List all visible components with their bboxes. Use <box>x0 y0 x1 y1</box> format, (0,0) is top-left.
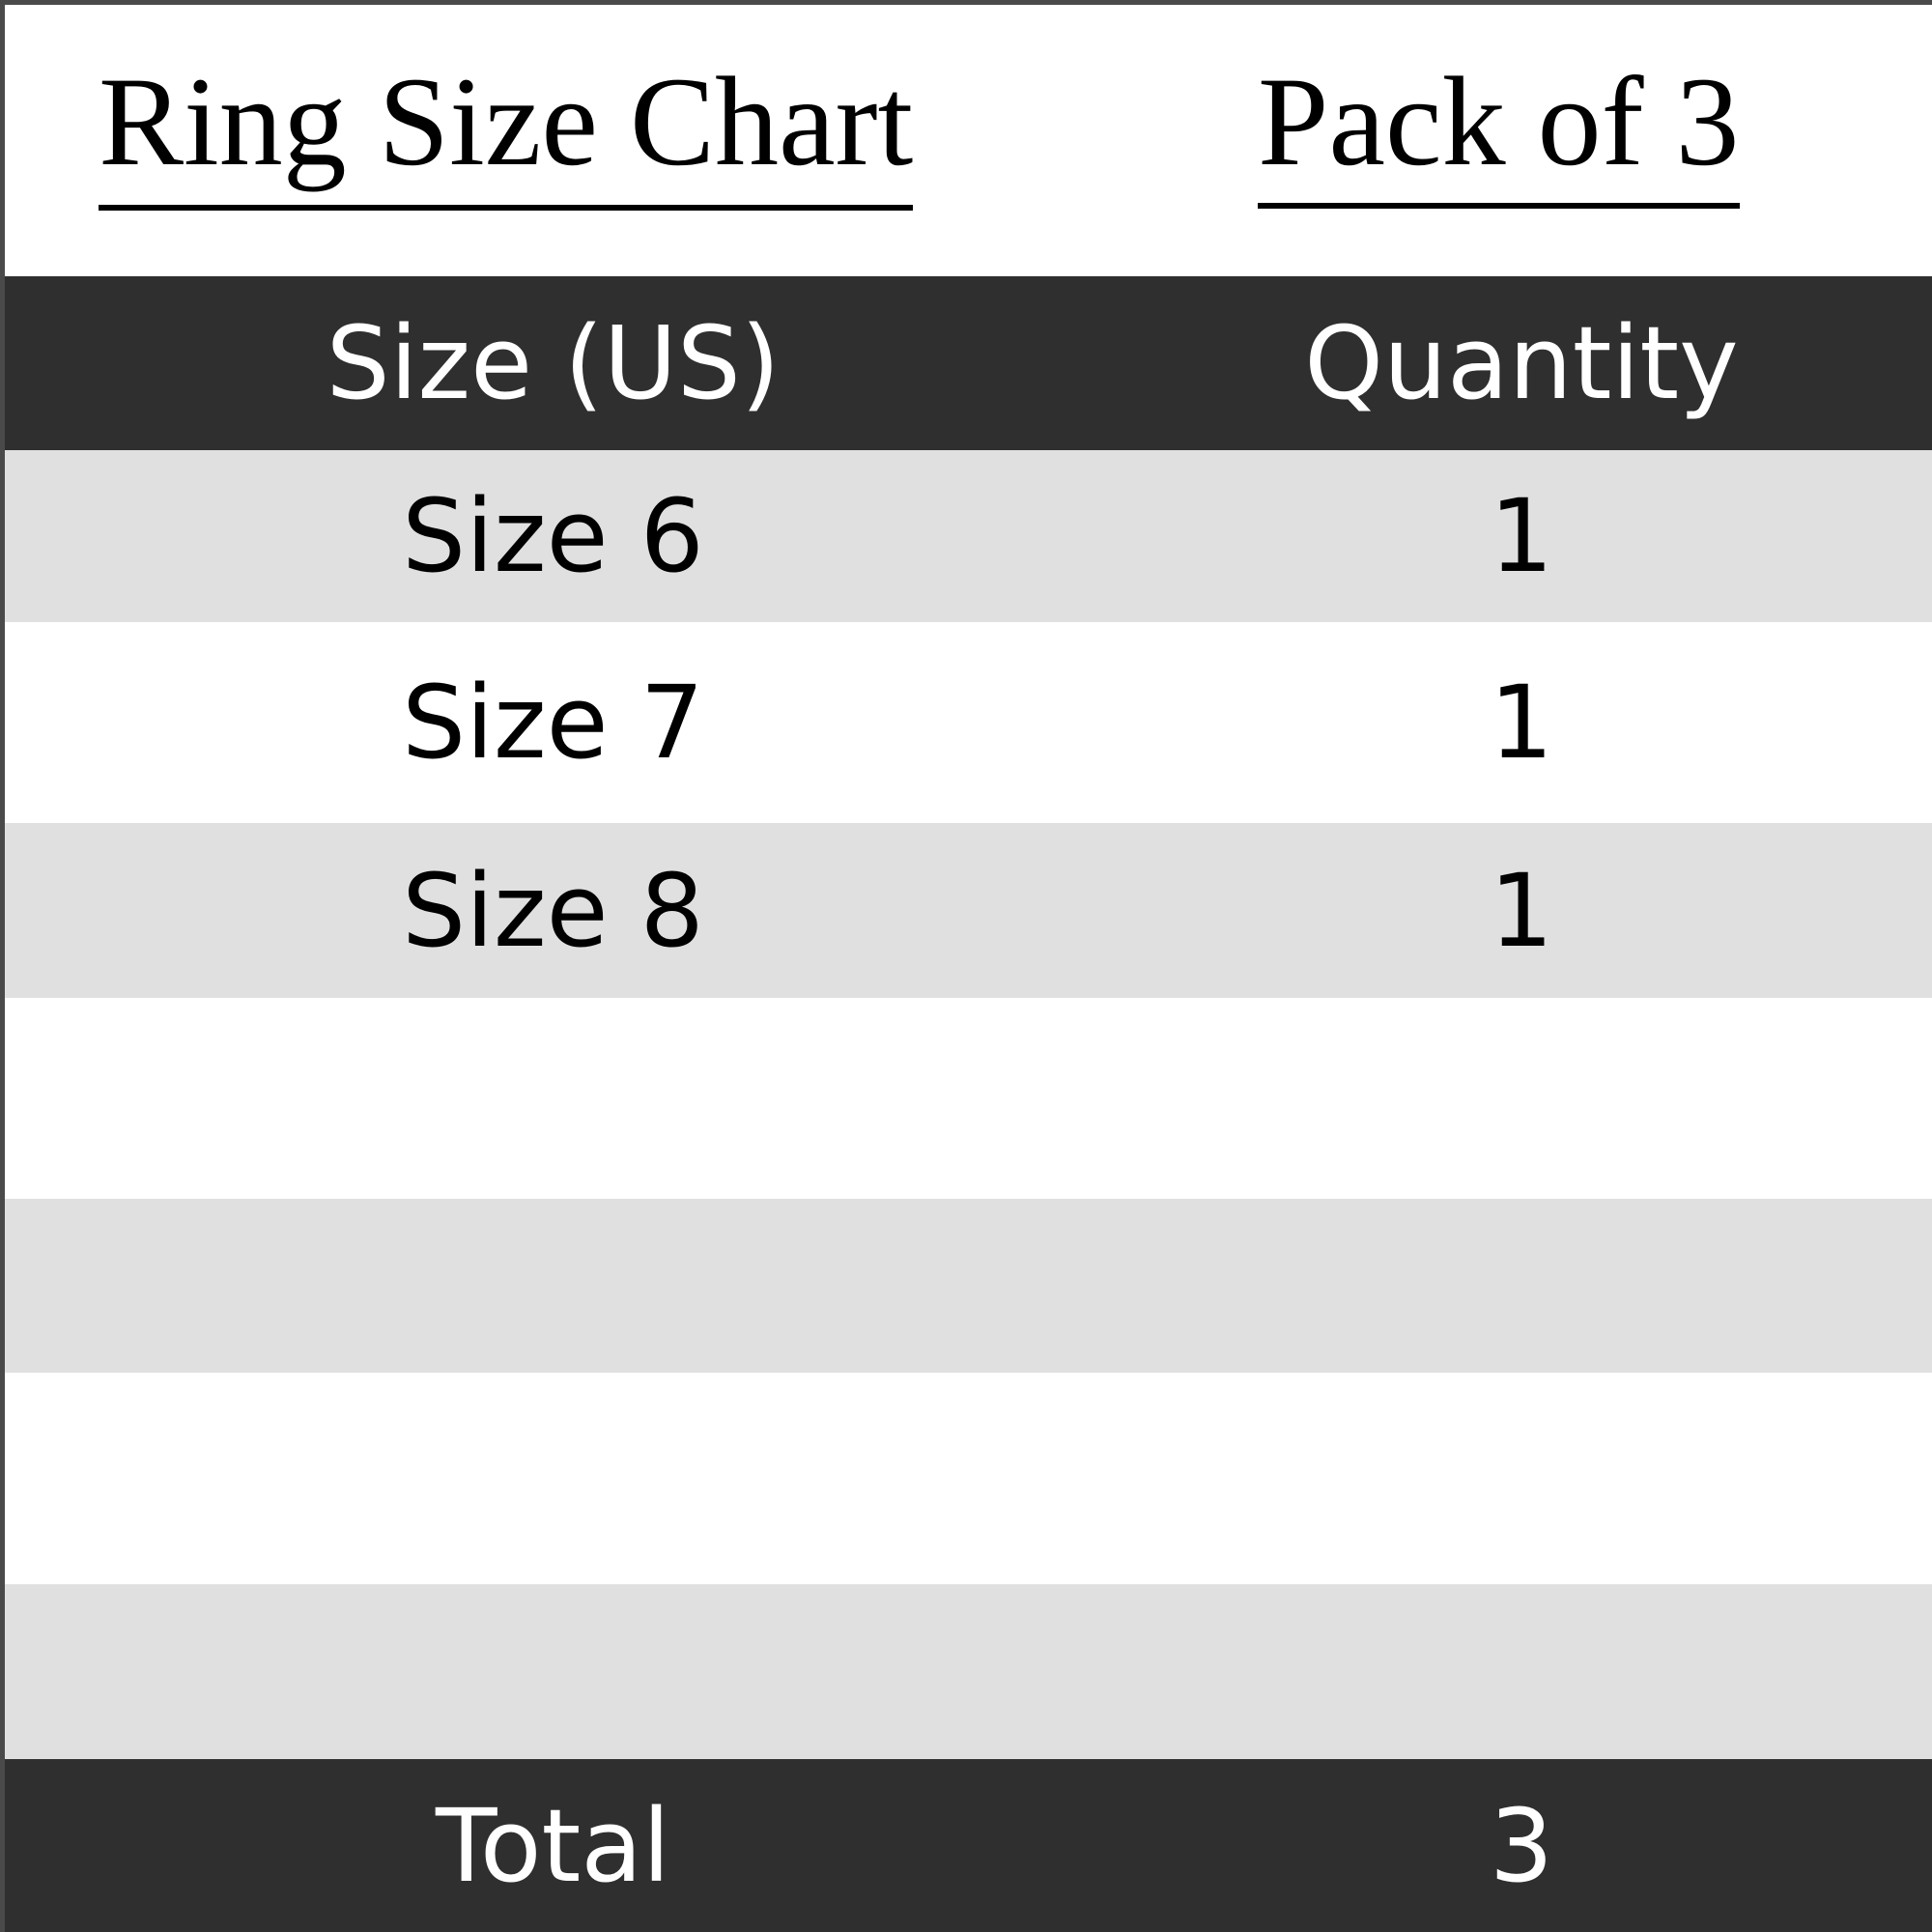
row-size <box>5 998 1101 1199</box>
row-quantity: 1 <box>1489 477 1554 595</box>
pack-label-text: Pack of 3 <box>1258 50 1740 192</box>
row-size <box>5 1199 1101 1373</box>
pack-label: Pack of 3 <box>1258 58 1740 209</box>
table-row <box>5 1199 1932 1373</box>
row-quantity <box>1106 1373 1932 1584</box>
table-header: Size (US) Quantity <box>5 276 1932 450</box>
table-row <box>5 1584 1932 1759</box>
table-row: Size 7 1 <box>5 622 1932 823</box>
row-quantity: 1 <box>1489 664 1554 781</box>
footer-total-quantity: 3 <box>1489 1786 1554 1905</box>
header-size: Size (US) <box>326 304 781 422</box>
table-footer: Total 3 <box>5 1759 1932 1932</box>
row-size <box>5 1373 1101 1584</box>
row-size: Size 8 <box>402 851 704 970</box>
row-size <box>5 1584 1101 1759</box>
table-row: Size 8 1 <box>5 823 1932 998</box>
row-quantity: 1 <box>1489 851 1554 970</box>
row-size: Size 6 <box>402 477 704 595</box>
chart-title-text: Ring Size Chart <box>99 50 914 192</box>
row-quantity <box>1106 998 1932 1199</box>
row-quantity <box>1106 1199 1932 1373</box>
chart-title: Ring Size Chart <box>99 58 914 211</box>
pack-underline <box>1258 203 1740 209</box>
table-row <box>5 998 1932 1199</box>
title-underline <box>99 205 914 211</box>
table-row <box>5 1373 1932 1584</box>
header-quantity: Quantity <box>1304 304 1739 422</box>
footer-total-label: Total <box>436 1786 670 1905</box>
row-quantity <box>1106 1584 1932 1759</box>
table-row: Size 6 1 <box>5 450 1932 622</box>
row-size: Size 7 <box>402 664 704 781</box>
